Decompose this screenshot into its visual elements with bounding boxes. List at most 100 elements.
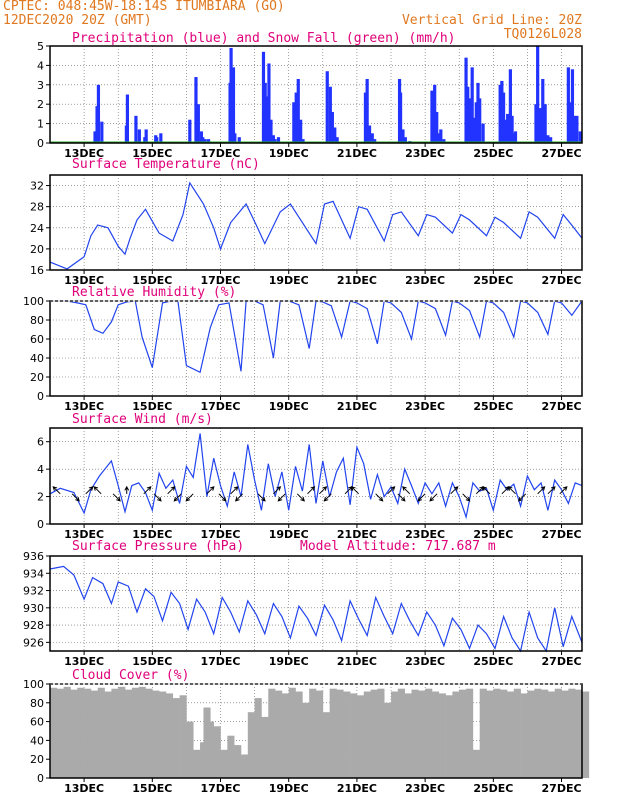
y-tick-label: 40	[30, 734, 44, 747]
precip-bar	[373, 139, 377, 143]
x-tick-label: 19DEC	[269, 782, 309, 795]
plot-frame	[49, 174, 583, 271]
cloud-bar	[302, 702, 310, 778]
y-tick-label: 5	[37, 40, 44, 53]
precip-bar	[401, 129, 405, 143]
precip-bar	[466, 86, 470, 143]
cloud-bar	[254, 698, 262, 778]
x-tick-label: 25DEC	[473, 782, 513, 795]
plot-frame	[49, 555, 583, 652]
wind-arrow	[559, 486, 568, 495]
cloud-bar	[575, 689, 583, 778]
cloud-bar	[384, 702, 392, 778]
precip-bar	[506, 113, 510, 143]
cloud-bar	[322, 712, 330, 778]
cloud-bar	[90, 690, 99, 778]
x-tick-label: 21DEC	[337, 147, 377, 160]
plot-frame	[49, 427, 583, 525]
panel-pressure: 926 928 930 932 934 936 13DEC 15DEC 17DEC 19DEC 21…	[23, 539, 583, 668]
cloud-bar	[493, 688, 501, 778]
precip-bar	[196, 104, 200, 143]
wind-arrow	[85, 486, 94, 495]
cloud-bar	[234, 745, 242, 778]
cloud-bar	[84, 688, 92, 778]
y-tick-label: 20	[30, 371, 44, 384]
precip-bar	[271, 135, 275, 143]
wind-arrow	[397, 493, 406, 502]
x-tick-label: 23DEC	[405, 782, 445, 795]
precip-bar	[472, 117, 477, 143]
cloud-bar	[268, 688, 276, 778]
cloud-bar	[97, 687, 105, 778]
cloud-bar	[247, 712, 255, 778]
cloud-bar	[261, 716, 269, 778]
precip-bar	[500, 80, 504, 143]
wind-arrow	[173, 493, 182, 502]
precip-bar	[403, 137, 407, 143]
wind-arrow	[234, 493, 244, 502]
y-tick-label: 1	[37, 118, 44, 131]
cloud-bar	[459, 689, 467, 778]
precip-bar	[365, 78, 369, 143]
panel-title: Precipitation (blue) and Snow Fall (gree…	[72, 31, 456, 46]
cloud-bar	[397, 688, 405, 778]
x-tick-label: 17DEC	[200, 147, 240, 160]
cloud-bar	[452, 691, 460, 778]
precip-bar	[566, 67, 570, 143]
wind-arrow	[517, 493, 527, 502]
precip-bar	[328, 86, 332, 143]
x-tick-label: 23DEC	[405, 147, 445, 160]
model-altitude-note: Model Altitude: 717.687 m	[300, 539, 496, 554]
y-tick-label: 932	[23, 585, 44, 598]
cloud-bar	[165, 693, 174, 778]
cloud-bar	[329, 688, 337, 778]
y-tick-label: 80	[30, 697, 44, 710]
plot-frame	[49, 300, 583, 397]
precip-bar	[367, 125, 372, 143]
cloud-bar	[213, 726, 221, 778]
wind-arrow	[323, 493, 332, 502]
wind-arrow	[402, 486, 411, 495]
cloud-bar	[445, 695, 453, 778]
panel-title: Surface Pressure (hPa)	[72, 539, 244, 554]
cloud-bar	[350, 693, 358, 778]
cloud-bar	[391, 691, 399, 778]
cloud-bar	[186, 721, 194, 778]
y-tick-label: 4	[37, 463, 44, 476]
precip-bar	[435, 111, 439, 143]
wind-arrow	[206, 486, 215, 495]
precip-bar	[442, 139, 446, 143]
x-tick-label: 19DEC	[269, 147, 309, 160]
wind-arrow	[257, 493, 266, 502]
cloud-bar	[227, 735, 235, 778]
panel-title: Cloud Cover (%)	[72, 668, 189, 683]
precip-bar	[467, 98, 472, 143]
precip-bar	[568, 102, 573, 143]
x-tick-label: 25DEC	[473, 400, 513, 413]
cloud-bar	[336, 689, 344, 778]
y-tick-label: 930	[23, 602, 44, 615]
x-tick-label: 13DEC	[64, 274, 104, 287]
wind-arrow	[112, 493, 121, 502]
precip-bar	[512, 133, 516, 143]
x-tick-label: 21DEC	[337, 782, 377, 795]
x-tick-label: 27DEC	[542, 782, 582, 795]
precip-bar	[476, 82, 480, 143]
x-tick-label: 25DEC	[473, 528, 513, 541]
x-tick-label: 27DEC	[542, 400, 582, 413]
cloud-bar	[193, 749, 201, 778]
y-tick-label: 28	[30, 201, 44, 214]
precip-bar	[264, 96, 269, 143]
cloud-bar	[561, 690, 569, 778]
cloud-bar	[125, 689, 133, 778]
precip-bar	[203, 139, 207, 143]
panel-title: Relative Humidity (%)	[72, 285, 236, 300]
precip-bar	[159, 133, 163, 143]
cloud-bar	[356, 695, 365, 778]
precip-bar	[437, 133, 441, 143]
precip-bar	[273, 139, 277, 143]
cloud-bar	[145, 688, 153, 778]
cloud-bar	[152, 690, 160, 778]
precip-bar	[549, 137, 553, 143]
panel-rh: 0 20 40 60 80 100 13DEC 15DEC 17DEC 19DEC 21DEC 23D…	[23, 285, 583, 413]
